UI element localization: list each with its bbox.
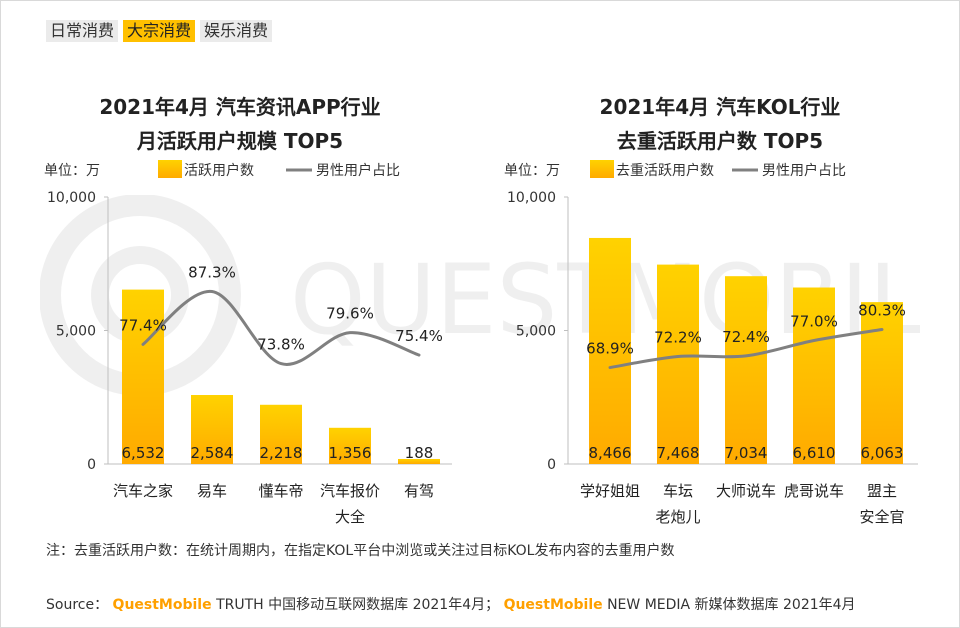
x-tick-label: 车坛 [663, 482, 693, 500]
legend-line-label: 男性用户占比 [762, 162, 846, 179]
bar-value-label: 2,584 [191, 444, 234, 462]
chart-title-line2: 去重活跃用户数 TOP5 [616, 129, 824, 153]
bar [122, 289, 164, 464]
category-tabs: 日常消费 大宗消费 娱乐消费 [46, 20, 273, 42]
x-tick-label: 汽车报价 [320, 482, 380, 500]
chart-title-line2: 月活跃用户规模 TOP5 [136, 129, 344, 153]
y-tick-label: 0 [547, 457, 556, 473]
line-value-label: 87.3% [188, 264, 236, 282]
bar-value-label: 7,468 [657, 444, 700, 462]
line-series-male-ratio [608, 327, 884, 370]
legend-line-label: 男性用户占比 [316, 162, 400, 179]
y-tick-label: 5,000 [516, 324, 556, 340]
bar-value-label: 8,466 [589, 444, 632, 462]
bar-value-label: 2,218 [260, 444, 303, 462]
tab-daily-consumption[interactable]: 日常消费 [46, 20, 119, 42]
line-value-label: 75.4% [395, 327, 443, 345]
line-value-label: 73.8% [257, 336, 305, 354]
y-tick-label: 5,000 [56, 324, 96, 340]
line-value-label: 77.4% [119, 316, 167, 334]
source-line: Source： QuestMobile TRUTH 中国移动互联网数据库 202… [46, 594, 856, 614]
line-value-label: 79.6% [326, 305, 374, 323]
bar [861, 302, 903, 464]
bar [589, 237, 631, 464]
line-value-label: 77.0% [790, 313, 838, 331]
legend-bar-swatch [590, 160, 614, 178]
chart-legend: 活跃用户数 男性用户占比 [158, 160, 400, 179]
tab-bulk-consumption[interactable]: 大宗消费 [123, 20, 196, 42]
chart-legend: 去重活跃用户数 男性用户占比 [590, 160, 846, 179]
bar [398, 458, 440, 464]
x-tick-label: 有驾 [404, 482, 434, 500]
bar [725, 276, 767, 464]
y-tick-label: 10,000 [47, 190, 96, 206]
chart-plot: 单位：万 活跃用户数 男性用户占比 0 5,000 10,000 6,532 2,584 2,2… [44, 160, 452, 526]
bar-value-label: 6,063 [861, 444, 904, 462]
bar [793, 287, 835, 464]
tab-entertainment-consumption[interactable]: 娱乐消费 [200, 20, 273, 42]
x-tick-label: 老炮儿 [655, 508, 700, 526]
x-tick-label: 安全官 [859, 508, 904, 526]
source-text-2: NEW MEDIA 新媒体数据库 2021年4月 [607, 597, 856, 613]
chart-title-line1: 2021年4月 汽车资讯APP行业 [99, 95, 381, 119]
unit-label: 单位：万 [44, 163, 100, 179]
legend-bar-label: 活跃用户数 [184, 162, 254, 179]
bar-value-label: 1,356 [329, 444, 372, 462]
source-brand-2: QuestMobile [503, 597, 603, 613]
x-tick-label: 汽车之家 [113, 482, 173, 500]
x-tick-label: 易车 [197, 482, 227, 500]
chart-car-kol: 2021年4月 汽车KOL行业 去重活跃用户数 TOP5 单位：万 去重活跃用户数… [500, 0, 940, 530]
bar [191, 395, 233, 464]
line-value-label: 68.9% [586, 340, 634, 358]
source-prefix: Source： [46, 597, 109, 613]
unit-label: 单位：万 [504, 163, 560, 179]
source-text-1: TRUTH 中国移动互联网数据库 2021年4月； [216, 597, 500, 613]
bar-value-label: 7,034 [725, 444, 768, 462]
bar-value-label: 6,610 [793, 444, 836, 462]
line-series-male-ratio [141, 290, 421, 366]
line-value-label: 72.4% [722, 328, 770, 346]
bar [260, 404, 302, 464]
bar-value-label: 6,532 [122, 444, 165, 462]
footnote: 注：去重活跃用户数：在统计周期内，在指定KOL平台中浏览或关注过目标KOL发布内… [46, 543, 675, 559]
x-tick-label: 虎哥说车 [784, 482, 844, 500]
chart-car-info-app: 2021年4月 汽车资讯APP行业 月活跃用户规模 TOP5 单位：万 活跃用户数… [40, 0, 480, 530]
x-tick-label: 大师说车 [716, 482, 776, 500]
bar [657, 264, 699, 464]
y-tick-label: 10,000 [507, 190, 556, 206]
chart-title-line1: 2021年4月 汽车KOL行业 [599, 95, 841, 119]
bar [329, 427, 371, 464]
line-value-label: 80.3% [858, 301, 906, 319]
y-tick-label: 0 [87, 457, 96, 473]
legend-bar-label: 去重活跃用户数 [616, 162, 714, 179]
line-value-label: 72.2% [654, 329, 702, 347]
x-tick-label: 大全 [335, 508, 365, 526]
x-tick-label: 懂车帝 [258, 482, 303, 500]
source-brand-1: QuestMobile [112, 597, 212, 613]
x-tick-label: 盟主 [867, 482, 897, 500]
bar-value-label: 188 [405, 444, 434, 462]
legend-bar-swatch [158, 160, 182, 178]
x-tick-label: 学好姐姐 [580, 482, 640, 500]
chart-plot: 单位：万 去重活跃用户数 男性用户占比 0 5,000 10,000 8,466 7,468 7… [504, 160, 918, 526]
